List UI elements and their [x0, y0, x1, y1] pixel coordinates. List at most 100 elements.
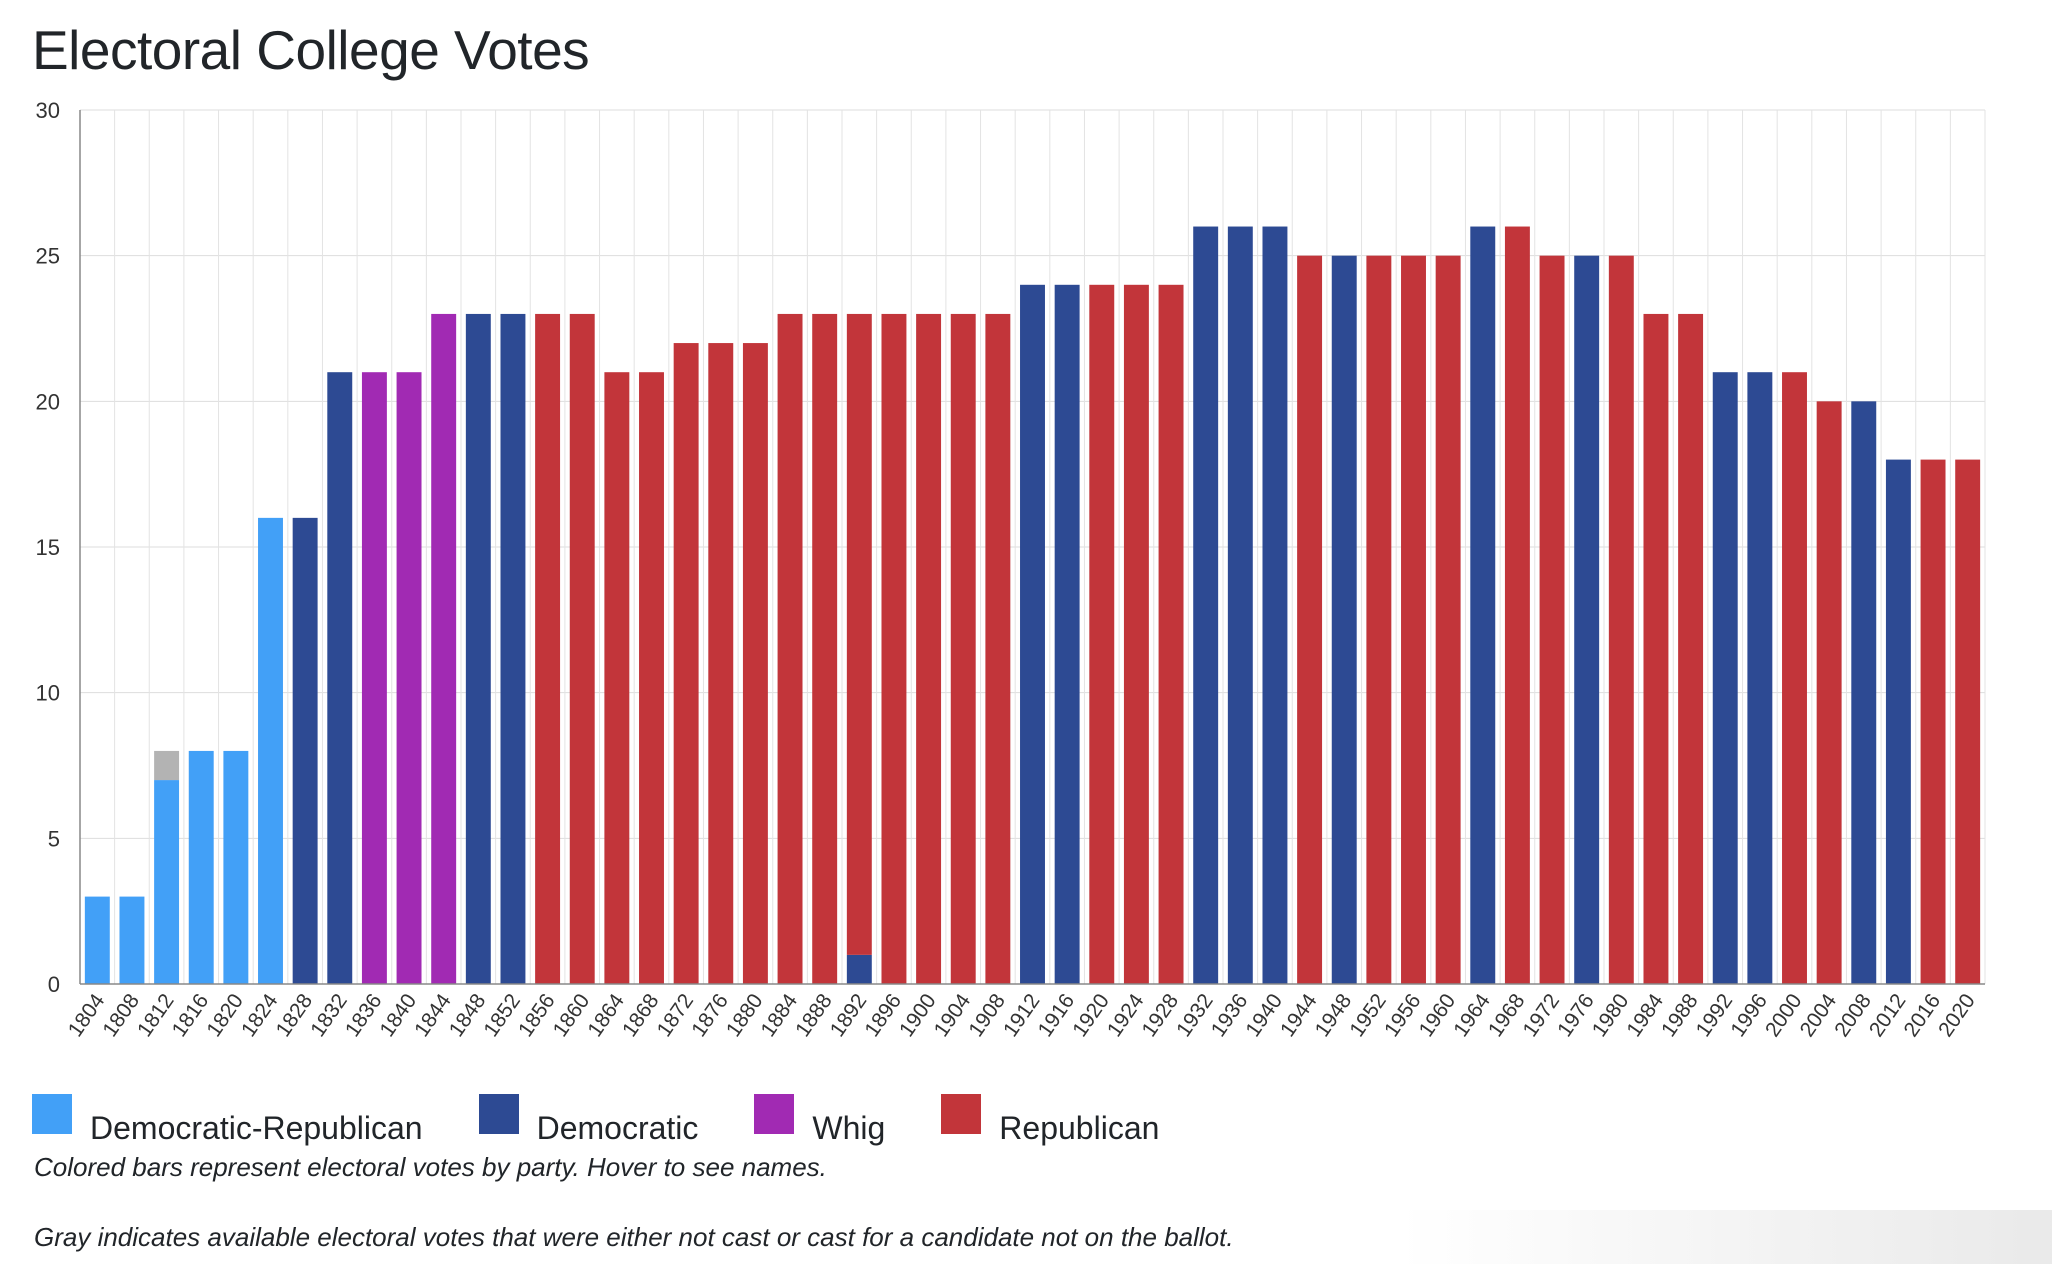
x-tick-label: 1964: [1449, 989, 1495, 1041]
bar-1968-r[interactable]: [1505, 227, 1530, 984]
bar-1984-r[interactable]: [1643, 314, 1668, 984]
bar-1880-r[interactable]: [743, 343, 768, 984]
bar-1992-d[interactable]: [1713, 372, 1738, 984]
bar-1896-r[interactable]: [881, 314, 906, 984]
bar-1996-d[interactable]: [1747, 372, 1772, 984]
x-tick-label: 1988: [1657, 990, 1703, 1041]
bar-1936-d[interactable]: [1228, 227, 1253, 984]
bar-1948-d[interactable]: [1332, 256, 1357, 984]
x-tick-label: 1868: [618, 990, 664, 1041]
bar-1928-r[interactable]: [1159, 285, 1184, 984]
bar-1832-d[interactable]: [327, 372, 352, 984]
bar-1924-r[interactable]: [1124, 285, 1149, 984]
x-tick-label: 1976: [1553, 990, 1599, 1041]
bar-1828-d[interactable]: [293, 518, 318, 984]
x-tick-label: 1884: [757, 989, 803, 1041]
bar-1808-dr[interactable]: [119, 897, 144, 984]
x-tick-label: 1872: [653, 990, 699, 1041]
x-tick-label: 1808: [98, 990, 144, 1041]
x-tick-label: 1920: [1068, 990, 1114, 1041]
chart-note-gray-bars: Gray indicates available electoral votes…: [34, 1222, 1234, 1253]
bar-1912-d[interactable]: [1020, 285, 1045, 984]
bar-1824-dr[interactable]: [258, 518, 283, 984]
x-tick-label: 1908: [964, 990, 1010, 1041]
x-tick-label: 1848: [445, 990, 491, 1041]
bar-1904-r[interactable]: [951, 314, 976, 984]
x-tick-label: 2004: [1796, 989, 1842, 1041]
bar-1844-w[interactable]: [431, 314, 456, 984]
bar-1952-r[interactable]: [1366, 256, 1391, 984]
x-tick-label: 1944: [1276, 989, 1322, 1041]
bar-1840-w[interactable]: [397, 372, 422, 984]
bar-1816-dr[interactable]: [189, 751, 214, 984]
bar-1972-r[interactable]: [1540, 256, 1565, 984]
bar-2000-r[interactable]: [1782, 372, 1807, 984]
bar-1960-r[interactable]: [1436, 256, 1461, 984]
x-tick-label: 1852: [479, 990, 525, 1041]
bar-2020-r[interactable]: [1955, 460, 1980, 984]
bar-1908-r[interactable]: [985, 314, 1010, 984]
bar-1956-r[interactable]: [1401, 256, 1426, 984]
x-tick-label: 1956: [1380, 990, 1426, 1041]
x-tick-label: 1960: [1415, 990, 1461, 1041]
x-tick-label: 2012: [1865, 990, 1911, 1041]
bar-1892-d[interactable]: [847, 955, 872, 984]
bar-1852-d[interactable]: [500, 314, 525, 984]
x-tick-label: 1940: [1241, 990, 1287, 1041]
bar-1848-d[interactable]: [466, 314, 491, 984]
bar-2004-r[interactable]: [1817, 401, 1842, 984]
x-tick-label: 1820: [202, 990, 248, 1041]
x-tick-label: 1980: [1588, 990, 1634, 1041]
bar-1980-r[interactable]: [1609, 256, 1634, 984]
bar-1964-d[interactable]: [1470, 227, 1495, 984]
legend-label: Republican: [999, 1112, 1159, 1144]
bar-2016-r[interactable]: [1921, 460, 1946, 984]
bar-1988-r[interactable]: [1678, 314, 1703, 984]
bar-1916-d[interactable]: [1055, 285, 1080, 984]
bar-1864-r[interactable]: [604, 372, 629, 984]
legend-swatch: [32, 1094, 72, 1134]
x-tick-label: 1904: [930, 989, 976, 1041]
bar-1812-dr[interactable]: [154, 780, 179, 984]
x-tick-label: 1812: [133, 990, 179, 1041]
y-tick-labels: 051015202530: [36, 98, 60, 997]
bar-1868-r[interactable]: [639, 372, 664, 984]
bar-1872-r[interactable]: [674, 343, 699, 984]
bar-1892-r[interactable]: [847, 314, 872, 955]
bar-1804-dr[interactable]: [85, 897, 110, 984]
bar-1944-r[interactable]: [1297, 256, 1322, 984]
bar-1820-dr[interactable]: [223, 751, 248, 984]
y-tick-label: 0: [48, 972, 60, 997]
x-tick-label: 1916: [1034, 990, 1080, 1041]
x-tick-label: 1892: [826, 990, 872, 1041]
bar-1876-r[interactable]: [708, 343, 733, 984]
y-tick-label: 30: [36, 98, 60, 123]
bar-1920-r[interactable]: [1089, 285, 1114, 984]
x-tick-label: 1888: [791, 990, 837, 1041]
legend-label: Democratic-Republican: [90, 1112, 423, 1144]
bar-1900-r[interactable]: [916, 314, 941, 984]
legend-swatch: [754, 1094, 794, 1134]
x-tick-label: 2000: [1761, 990, 1807, 1041]
legend-item: Democratic: [479, 1094, 699, 1144]
x-tick-label: 1948: [1311, 990, 1357, 1041]
x-tick-label: 1816: [168, 990, 214, 1041]
x-tick-label: 1864: [583, 989, 629, 1041]
x-tick-label: 1932: [1172, 990, 1218, 1041]
bar-1836-w[interactable]: [362, 372, 387, 984]
x-tick-label: 1928: [1138, 990, 1184, 1041]
bar-1940-d[interactable]: [1262, 227, 1287, 984]
bar-1856-r[interactable]: [535, 314, 560, 984]
bar-1888-r[interactable]: [812, 314, 837, 984]
x-tick-label: 1984: [1622, 989, 1668, 1041]
x-tick-label: 1832: [306, 990, 352, 1041]
bar-1932-d[interactable]: [1193, 227, 1218, 984]
bar-1860-r[interactable]: [570, 314, 595, 984]
bar-2008-d[interactable]: [1851, 401, 1876, 984]
y-tick-label: 20: [36, 389, 60, 414]
bar-2012-d[interactable]: [1886, 460, 1911, 984]
bar-1884-r[interactable]: [778, 314, 803, 984]
bar-1812-n[interactable]: [154, 751, 179, 780]
bar-1976-d[interactable]: [1574, 256, 1599, 984]
legend: Democratic-Republican Democratic Whig Repub…: [32, 1094, 1215, 1144]
